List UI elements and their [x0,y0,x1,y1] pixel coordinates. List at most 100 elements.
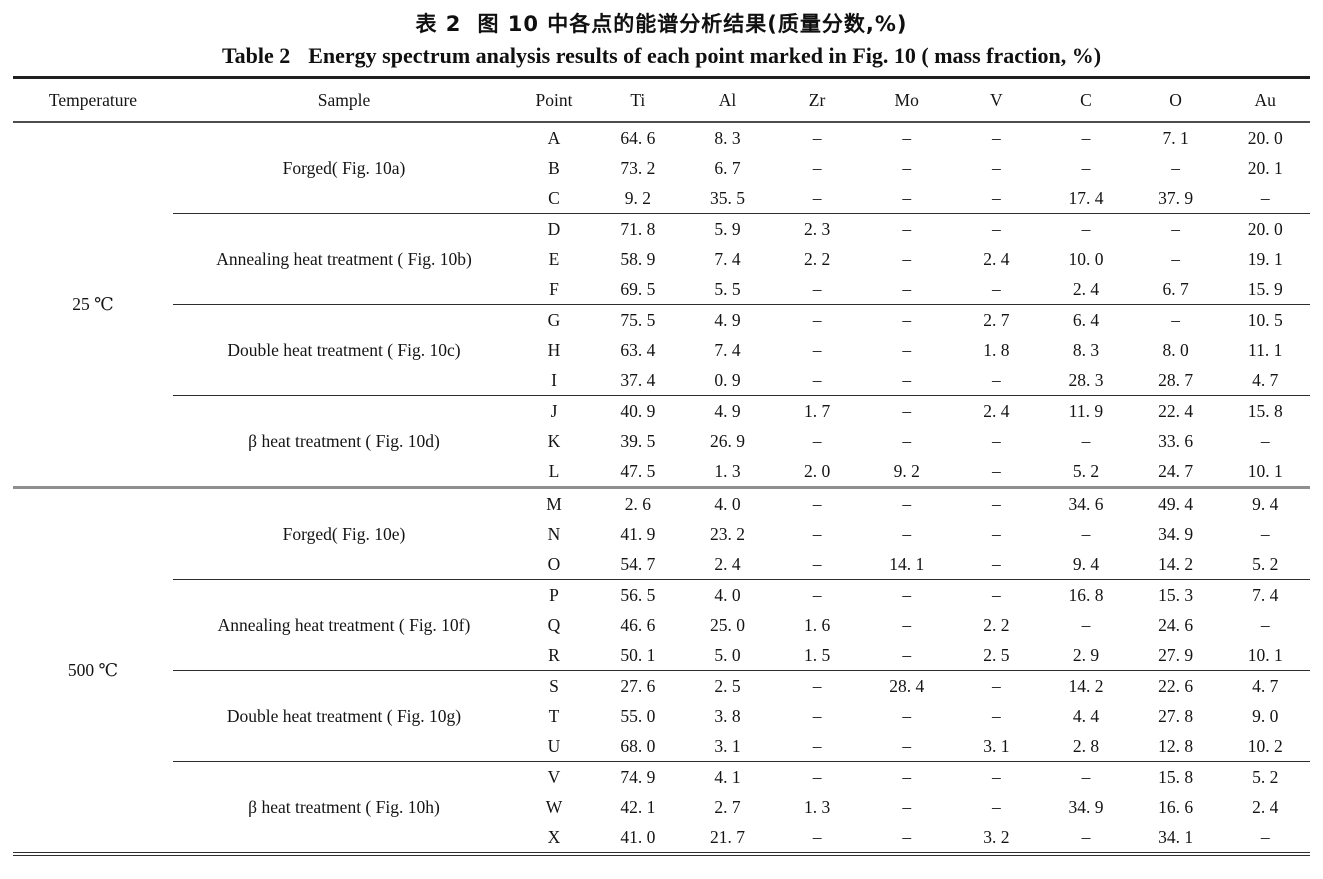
point-cell: O [547,553,561,574]
value-cell: 69. 5 [620,278,656,299]
value-cell: 6. 7 [1162,278,1189,299]
value-cell: 10. 0 [1068,248,1104,269]
value-cell: – [812,339,822,360]
table-number-zh: 表 2 [415,12,462,36]
value-cell: 2. 8 [1072,735,1100,756]
value-cell: 56. 5 [593,579,683,610]
value-cell: 0. 9 [714,369,741,390]
value-cell: 27. 8 [1158,705,1194,726]
value-cell: 2. 5 [682,670,773,701]
value-cell: 75. 5 [593,304,683,335]
point-cell: J [515,395,593,426]
value-cell: 15. 3 [1130,579,1221,610]
value-cell: – [991,523,1001,544]
value-cell: – [902,614,912,635]
value-cell: 42. 1 [620,796,656,817]
value-cell: – [1081,826,1091,847]
value-cell: 64. 6 [620,127,656,148]
value-cell: 46. 6 [620,614,656,635]
value-cell: – [772,304,862,335]
value-cell: 49. 4 [1130,486,1221,519]
value-cell: – [1081,614,1091,635]
value-cell: 4. 7 [1252,369,1279,390]
value-cell: – [991,187,1001,208]
value-cell: 16. 6 [1158,796,1194,817]
value-cell: 1. 7 [772,395,862,426]
value-cell: 68. 0 [620,735,656,756]
value-cell: 10. 2 [1247,735,1283,756]
value-cell: 40. 9 [593,395,683,426]
point-cell: M [515,486,593,519]
value-cell: 41. 9 [620,523,656,544]
value-cell: 28. 4 [861,670,952,701]
value-cell: – [951,486,1042,519]
header-point: Point [515,77,593,123]
value-cell: 1. 3 [714,460,741,481]
value-cell: 7. 4 [1220,579,1310,610]
point-cell: K [547,430,561,451]
value-cell: – [1081,523,1091,544]
value-cell: 74. 9 [593,761,683,792]
value-cell: 24. 7 [1158,460,1194,481]
value-cell: – [772,670,862,701]
table-row: N 41. 9 23. 2 – – – – 34. 9 – [13,519,1310,549]
value-cell: 2. 4 [1252,796,1279,817]
value-cell: – [902,523,912,544]
value-cell: – [991,157,1001,178]
value-cell: 2. 5 [983,644,1010,665]
table-row: Annealing heat treatment ( Fig. 10b) D 7… [13,213,1310,305]
value-cell: 4. 9 [682,395,773,426]
value-cell: – [1260,826,1270,847]
value-cell: – [1130,304,1221,335]
value-cell: 21. 7 [709,826,745,847]
table-row: β heat treatment ( Fig. 10d) J 40. 9 4. … [13,395,1310,488]
temperature-cell: 25 ℃ [72,294,114,314]
value-cell: – [1260,187,1270,208]
point-cell: R [548,644,560,665]
value-cell: 1. 6 [803,614,831,635]
value-cell: 15. 8 [1130,761,1221,792]
value-cell: – [1171,248,1180,269]
value-cell: 14. 2 [1041,670,1131,701]
value-cell: 5. 9 [682,213,773,244]
table-title-chinese: 表 2 图 10 中各点的能谱分析结果(质量分数,%) [0,0,1323,38]
value-cell: 71. 8 [593,213,683,244]
point-cell: T [548,705,560,726]
sample-cell: β heat treatment ( Fig. 10h) [173,761,515,854]
value-cell: – [812,430,822,451]
value-cell: – [812,735,822,756]
value-cell: 35. 5 [709,187,745,208]
value-cell: 50. 1 [620,644,656,665]
value-cell: 6. 7 [714,157,741,178]
point-cell: X [547,826,561,847]
value-cell: – [1041,213,1131,244]
sample-cell: Annealing heat treatment ( Fig. 10b) [173,213,515,305]
value-cell: 10. 1 [1247,460,1283,481]
value-cell: 7. 1 [1162,127,1189,148]
value-cell: 2. 7 [714,796,741,817]
value-cell: 27. 9 [1158,644,1194,665]
header-au: Au [1220,77,1310,123]
point-cell: S [515,670,593,701]
value-cell: 9. 2 [624,187,651,208]
header-c: C [1041,77,1131,123]
value-cell: – [991,796,1001,817]
table-row: O 54. 7 2. 4 – 14. 1 – 9. 4 14. 2 5. 2 [13,549,1310,580]
table-caption-en: Energy spectrum analysis results of each… [308,43,1102,68]
header-al: Al [682,77,773,123]
value-cell: – [861,304,952,335]
value-cell: 3. 2 [983,826,1010,847]
value-cell: 2. 7 [951,304,1042,335]
value-cell: 10. 5 [1220,304,1310,335]
value-cell: – [812,278,822,299]
value-cell: – [1260,523,1270,544]
value-cell: 2. 2 [803,248,831,269]
value-cell: 19. 1 [1247,248,1283,269]
value-cell: 9. 0 [1252,705,1279,726]
table-row: X 41. 0 21. 7 – – 3. 2 – 34. 1 – [13,822,1310,854]
point-cell: Q [547,614,561,635]
point-cell: L [548,460,560,481]
value-cell: 20. 0 [1247,127,1283,148]
value-cell: – [951,761,1042,792]
